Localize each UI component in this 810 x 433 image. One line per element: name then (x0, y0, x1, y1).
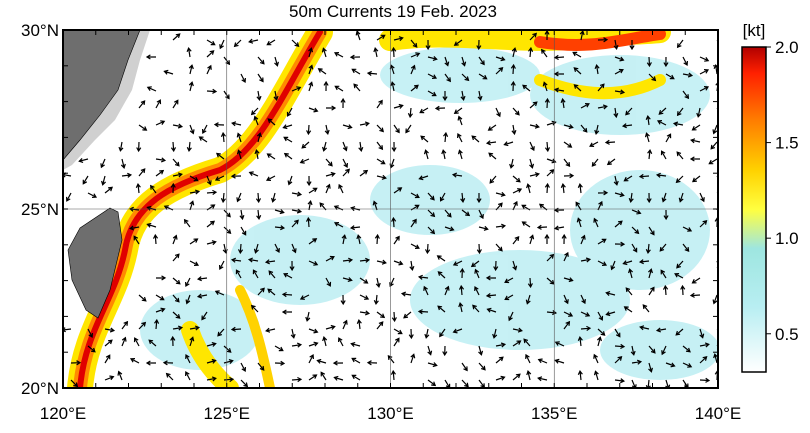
current-arrows (63, 30, 718, 388)
lon-tick-label: 125°E (203, 404, 250, 423)
colorbar-tick-label: 0.5 (775, 325, 799, 344)
map-frame (62, 29, 719, 389)
lon-tick-label: 140°E (695, 404, 742, 423)
colorbar (741, 46, 767, 373)
lon-tick-label: 130°E (367, 404, 414, 423)
colorbar-unit: [kt] (743, 21, 766, 40)
lat-tick-label: 20°N (21, 379, 59, 398)
lat-tick-label: 25°N (21, 200, 59, 219)
colorbar-tick-label: 2.0 (775, 38, 799, 57)
colorbar-tick-label: 1.5 (775, 134, 799, 153)
map-title: 50m Currents 19 Feb. 2023 (289, 2, 497, 21)
mainland (63, 30, 141, 161)
lon-tick-label: 120°E (40, 404, 87, 423)
lon-tick-label: 135°E (531, 404, 578, 423)
lat-tick-label: 30°N (21, 21, 59, 40)
colorbar-tick-label: 1.0 (775, 229, 799, 248)
map-area (63, 30, 718, 388)
taiwan (67, 207, 123, 319)
